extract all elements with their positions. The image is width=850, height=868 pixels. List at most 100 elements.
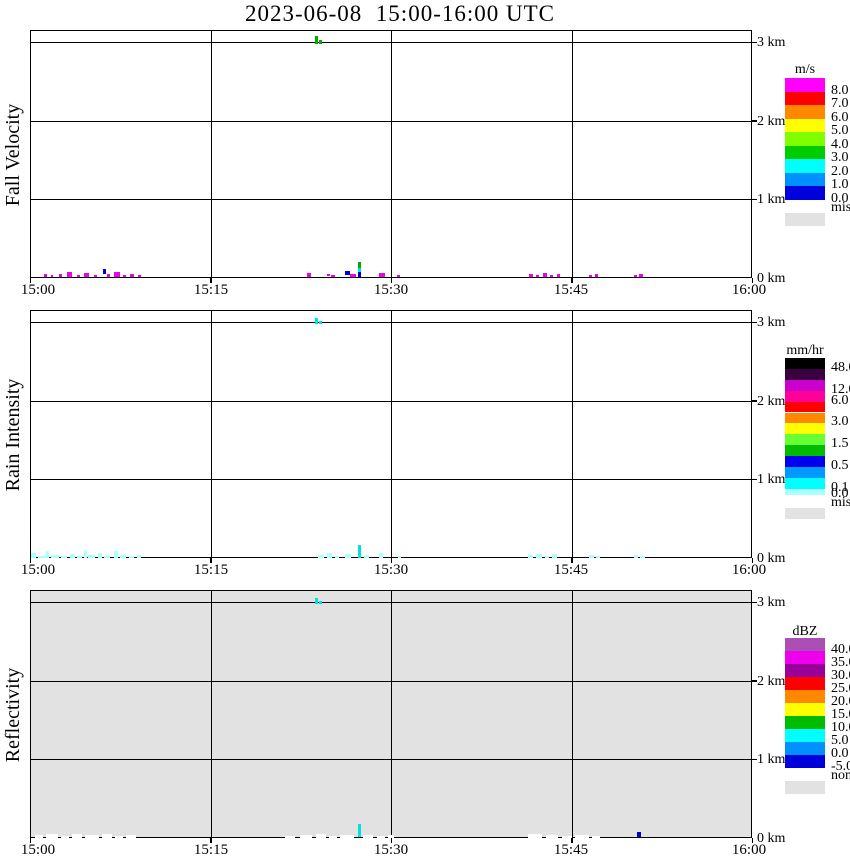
- gridline-vertical: [210, 590, 212, 838]
- data-speck: [388, 835, 394, 838]
- data-speck: [44, 274, 47, 277]
- legend-color-block: [785, 78, 825, 92]
- legend-missing-label: none: [831, 768, 850, 783]
- legend-tick-label: 0.0: [831, 190, 849, 206]
- legend-tick-label: 20.0: [831, 694, 850, 709]
- data-speck: [51, 275, 53, 277]
- time-label: 15:30: [373, 282, 409, 298]
- legend-unit-mmhr: mm/hr: [786, 343, 824, 358]
- legend-tick-label: 0.0: [831, 746, 849, 761]
- height-tick: [752, 321, 757, 323]
- height-label: 1 km: [757, 192, 786, 208]
- data-speck: [562, 836, 572, 838]
- legend-missing-label: miss: [831, 199, 850, 215]
- legend-tick-label: 6.0: [831, 392, 849, 408]
- data-speck: [331, 275, 335, 277]
- legend-tick-label: 25.0: [831, 681, 850, 696]
- data-speck: [327, 274, 330, 276]
- legend-color-block: [785, 423, 825, 435]
- legend-tick-label: 5.0: [831, 123, 849, 138]
- legend-color-block: [785, 467, 825, 478]
- time-tick: [751, 838, 753, 843]
- data-speck: [318, 555, 324, 558]
- legend-unit-ms: m/s: [794, 62, 816, 77]
- data-speck: [307, 273, 311, 277]
- time-label: 15:45: [553, 282, 589, 298]
- data-speck: [46, 834, 58, 838]
- data-speck: [88, 555, 95, 558]
- legend-color-block: [785, 145, 825, 159]
- data-speck: [528, 555, 533, 558]
- legend-color-block: [785, 379, 825, 391]
- data-speck: [98, 553, 102, 558]
- legend-color-block: [785, 755, 825, 768]
- data-speck: [77, 556, 82, 558]
- data-speck: [103, 269, 106, 274]
- data-speck: [543, 273, 547, 277]
- data-speck: [536, 275, 539, 277]
- legend-tick-label: 4.0: [831, 136, 849, 152]
- data-speck: [84, 551, 87, 558]
- gridline-vertical: [210, 310, 212, 558]
- legend-tick-label: 40.0: [831, 642, 850, 657]
- legend-color-block: [785, 488, 825, 496]
- height-tick: [752, 120, 757, 122]
- time-tick: [390, 558, 392, 563]
- data-speck: [85, 835, 99, 838]
- height-label: 1 km: [757, 472, 786, 488]
- legend-tick-label: 8.0: [831, 82, 849, 98]
- time-label: 15:15: [193, 842, 229, 858]
- data-speck: [35, 835, 43, 838]
- legend-tick-label: 0.1: [831, 479, 849, 495]
- gridline-vertical: [571, 30, 573, 278]
- data-speck: [46, 551, 49, 558]
- data-speck: [319, 40, 322, 44]
- data-speck: [350, 274, 356, 277]
- time-label: 15:15: [193, 562, 229, 578]
- data-speck: [285, 836, 295, 838]
- time-tick: [210, 558, 212, 563]
- time-tick: [210, 278, 212, 283]
- legend-color-block: [785, 690, 825, 703]
- height-label: 0 km: [757, 551, 786, 566]
- legend-color-block: [785, 664, 825, 677]
- data-speck: [536, 554, 542, 558]
- data-speck: [377, 836, 385, 838]
- data-speck: [575, 835, 589, 838]
- data-speck: [77, 275, 80, 277]
- height-label: 0 km: [757, 271, 786, 286]
- data-speck: [379, 273, 385, 277]
- data-speck: [358, 262, 361, 268]
- time-tick: [210, 838, 212, 843]
- time-tick: [571, 558, 573, 563]
- legend-color-block: [785, 132, 825, 146]
- data-speck: [595, 274, 598, 277]
- data-speck: [345, 554, 351, 558]
- data-speck: [70, 554, 75, 558]
- data-speck: [315, 318, 318, 324]
- data-speck: [72, 834, 82, 838]
- data-speck: [397, 275, 400, 277]
- time-label: 15:00: [20, 562, 56, 578]
- legend-color-block: [785, 358, 825, 369]
- gridline-vertical: [571, 310, 573, 558]
- data-speck: [329, 836, 337, 838]
- legend-missing-block: [785, 508, 825, 520]
- time-label: 16:00: [731, 282, 767, 298]
- legend-color-block: [785, 412, 825, 424]
- data-speck: [358, 272, 361, 277]
- legend-tick-label: 3.0: [831, 150, 849, 165]
- time-label: 15:45: [553, 562, 589, 578]
- data-speck: [552, 554, 557, 558]
- data-speck: [327, 553, 332, 558]
- data-speck: [31, 553, 36, 558]
- legend-color-block: [785, 118, 825, 132]
- data-speck: [640, 556, 645, 558]
- data-speck: [67, 272, 72, 277]
- height-label: 3 km: [757, 595, 786, 610]
- data-speck: [123, 275, 126, 277]
- time-label: 16:00: [731, 562, 767, 578]
- height-tick: [752, 680, 757, 682]
- legend-color-block: [785, 390, 825, 402]
